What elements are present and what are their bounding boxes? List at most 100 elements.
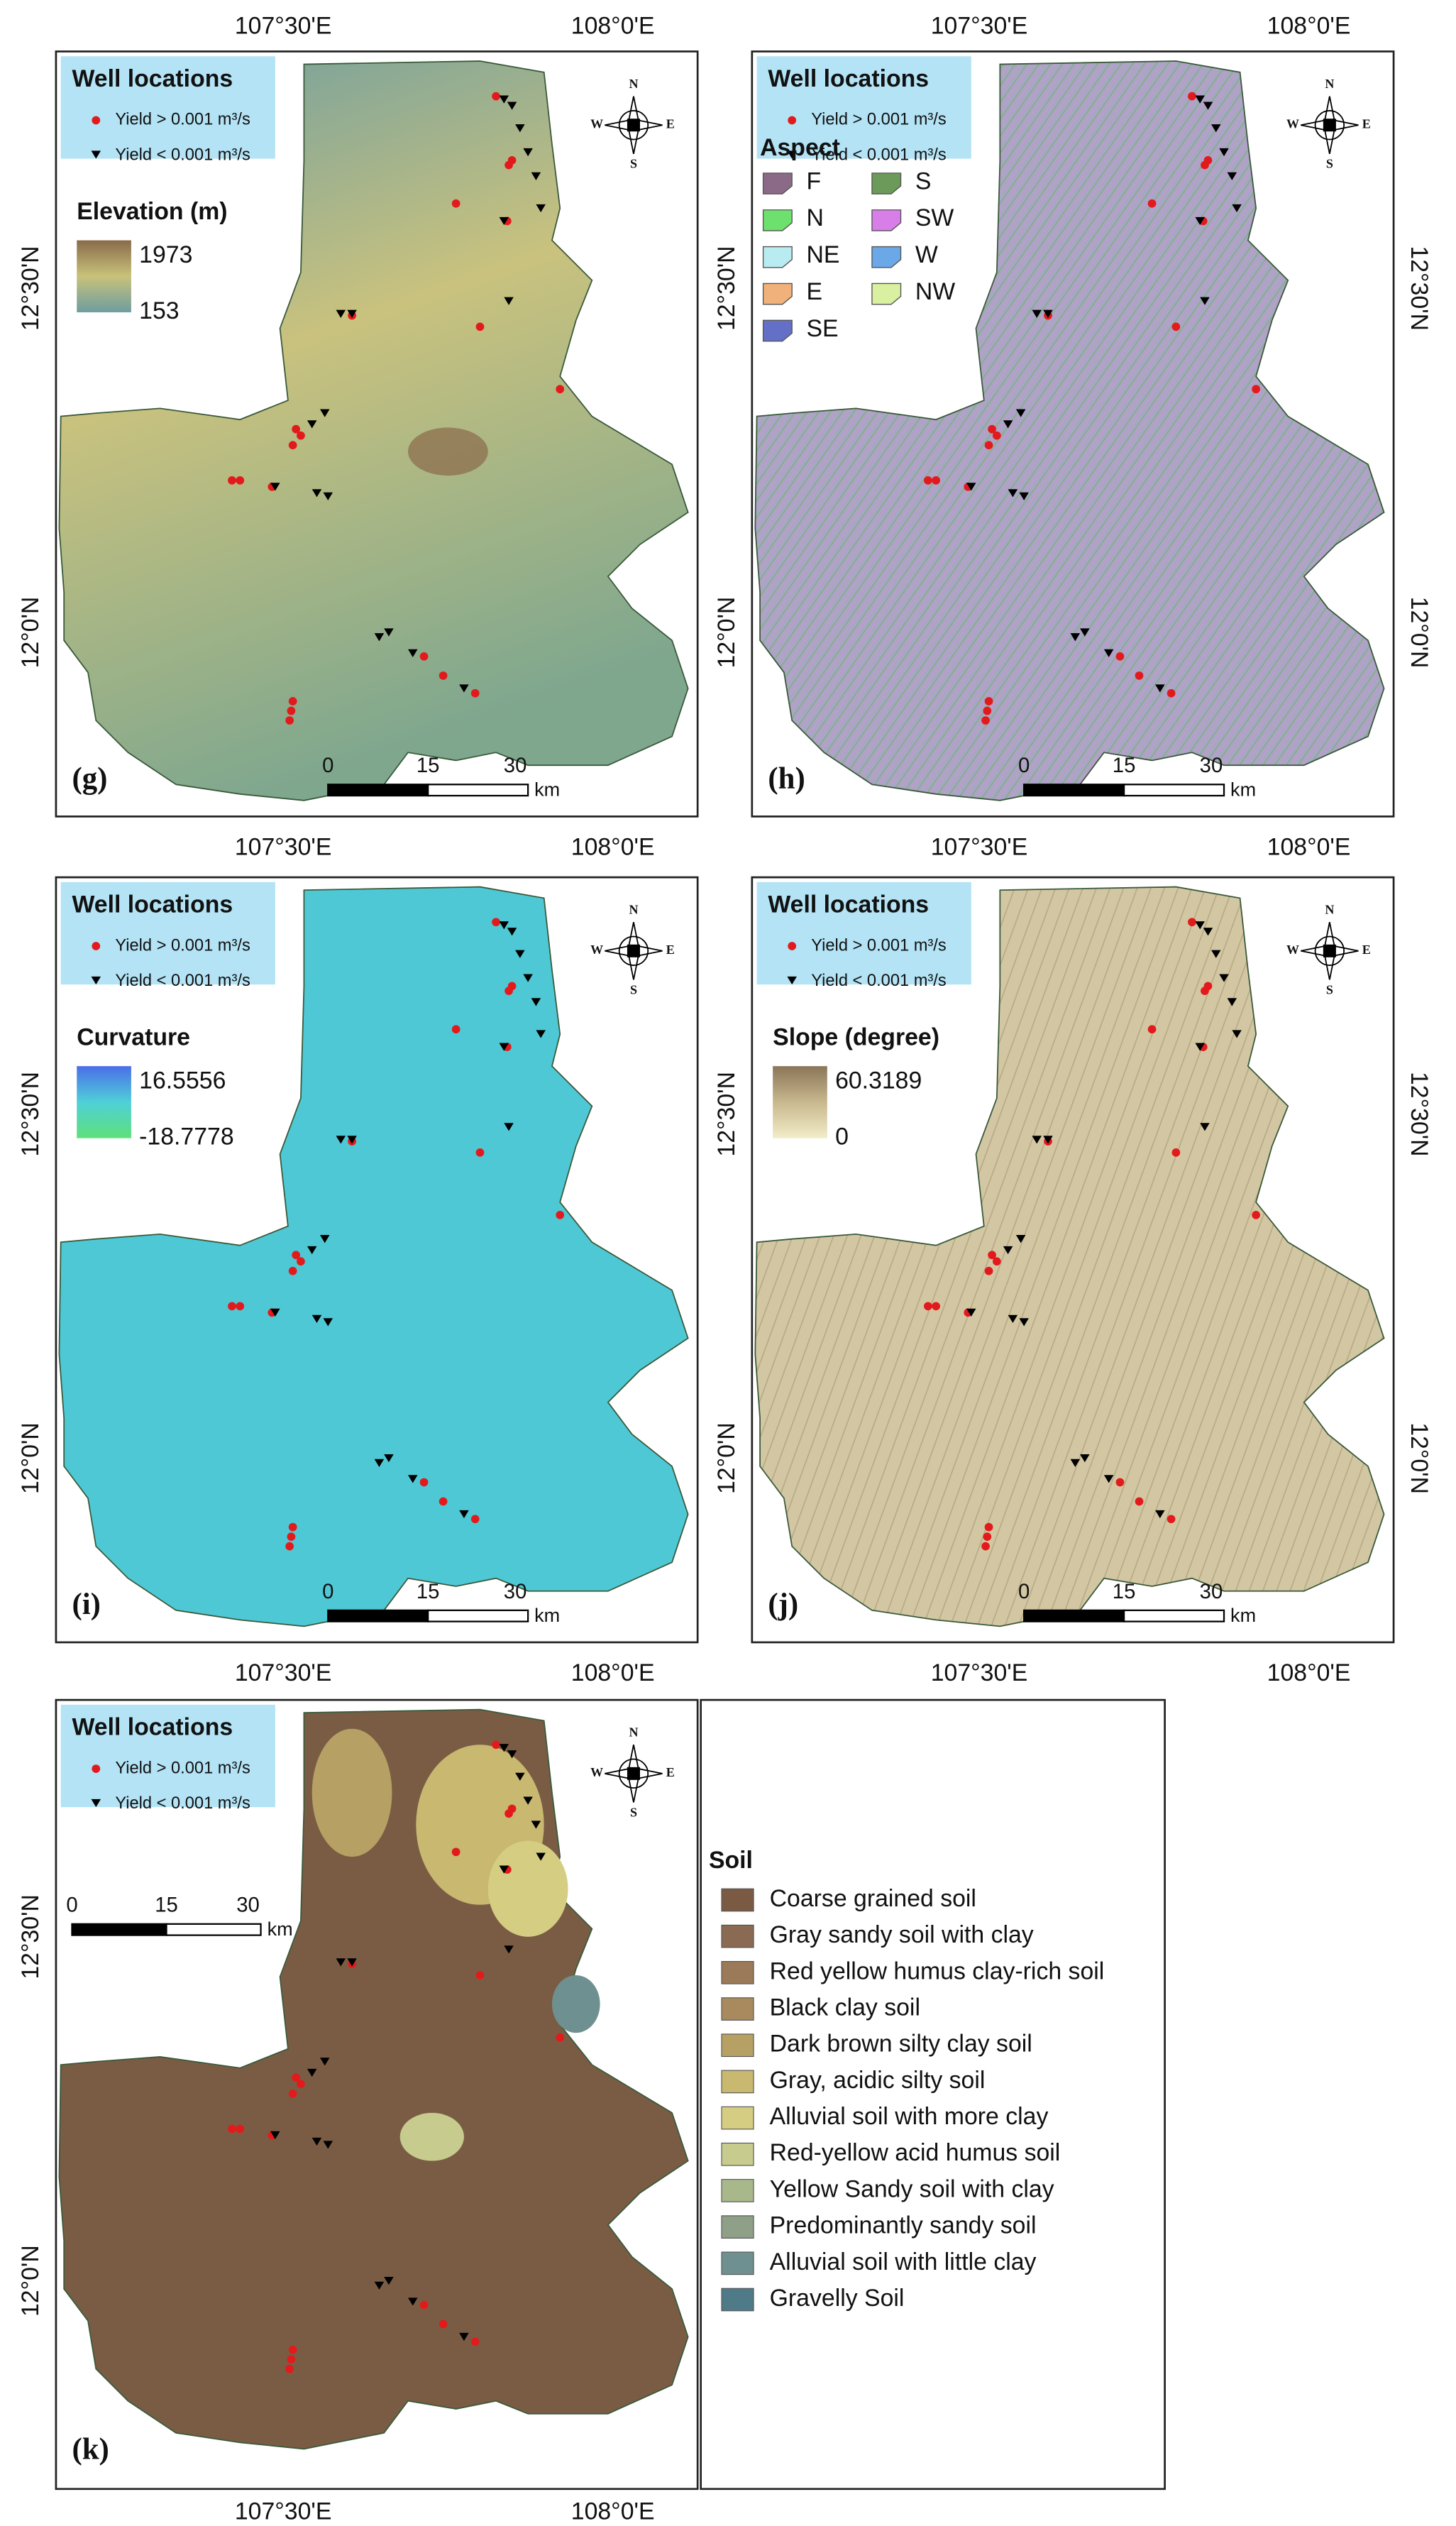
well-high-yield — [507, 982, 517, 991]
well-legend-title: Well locations — [72, 1714, 233, 1741]
compass-label: W — [590, 116, 603, 131]
well-low-yield — [1019, 492, 1029, 501]
legend-title: Aspect — [760, 134, 840, 161]
well-low-yield — [1195, 921, 1205, 930]
well-high-yield — [419, 1478, 429, 1487]
well-legend-title: Well locations — [768, 891, 929, 918]
well-high-yield — [988, 424, 996, 434]
scale-bar-white — [427, 784, 529, 797]
legend-swatch — [871, 246, 902, 268]
legend-title: Soil — [709, 1847, 753, 1874]
well-low-yield — [499, 1865, 509, 1874]
well-high-yield — [439, 1497, 448, 1506]
well-legend-box — [60, 56, 275, 159]
longitude-label: 108°0'E — [571, 1659, 655, 1686]
compass-label: N — [629, 77, 638, 91]
highland — [408, 427, 488, 476]
well-high-yield — [1171, 322, 1181, 331]
compass-label: S — [1326, 982, 1333, 996]
well-low-yield — [966, 1308, 976, 1317]
well-low-yield — [1232, 1030, 1242, 1038]
latitude-label: 12°30'N — [17, 1894, 44, 1979]
well-high-yield — [287, 706, 296, 715]
compass-ring — [618, 935, 649, 966]
well-high-yield — [984, 1266, 993, 1275]
compass: N S W E — [1286, 77, 1371, 171]
legend-label: Yield < 0.001 m³/s — [115, 145, 250, 164]
well-high-yield — [470, 688, 480, 698]
well-high-yield — [1167, 1515, 1176, 1524]
well-low-yield — [311, 2137, 322, 2146]
longitude-label: 108°0'E — [571, 2498, 655, 2525]
well-low-yield — [1080, 628, 1090, 637]
legend-swatch — [871, 172, 902, 194]
compass-label: N — [1325, 903, 1334, 917]
well-low-yield — [1227, 998, 1237, 1006]
compass-label: E — [1362, 943, 1371, 957]
legend-title: Slope (degree) — [773, 1024, 939, 1051]
well-high-yield — [1252, 385, 1260, 394]
well-low-yield — [459, 2332, 469, 2341]
well-low-yield — [1103, 1475, 1114, 1483]
compass-ring — [618, 110, 649, 141]
legend-label: NW — [915, 278, 955, 305]
scale-unit: km — [268, 1918, 293, 1940]
well-high-yield — [297, 2080, 305, 2089]
well-high-yield — [984, 1522, 993, 1532]
legend-label: NE — [806, 241, 839, 268]
legend-swatch — [762, 246, 793, 268]
ramp-max: 1973 — [139, 241, 192, 268]
well-low-yield — [319, 2058, 330, 2066]
well-low-yield — [507, 101, 517, 110]
well-low-yield — [319, 1235, 330, 1243]
well-high-yield — [419, 652, 429, 661]
ramp-min: -18.7778 — [139, 1124, 233, 1151]
well-low-yield — [1070, 633, 1081, 642]
scale-unit: km — [534, 1605, 560, 1626]
well-high-yield — [451, 1847, 460, 1857]
well-low-yield — [307, 2068, 317, 2077]
longitude-label: 107°30'E — [235, 1659, 332, 1686]
well-low-yield — [336, 309, 346, 318]
scale-label: 30 — [504, 754, 527, 777]
well-high-yield — [287, 2355, 296, 2364]
well-high-yield — [288, 441, 297, 450]
legend-label: Yield > 0.001 m³/s — [811, 936, 946, 955]
well-high-yield — [475, 1971, 485, 1979]
compass-label: S — [630, 1805, 637, 1819]
well-high-yield — [932, 476, 941, 485]
well-low-yield — [499, 95, 509, 104]
compass-core — [627, 1767, 640, 1780]
well-low-yield — [1200, 1123, 1210, 1131]
panel-letter: (h) — [768, 762, 805, 796]
scale-label: 15 — [1113, 754, 1136, 777]
well-low-yield — [499, 216, 509, 226]
scale-unit: km — [1230, 779, 1256, 800]
well-high-yield — [288, 1522, 297, 1532]
study-area — [754, 886, 1385, 1627]
legend-swatch — [721, 2251, 754, 2275]
ramp-max: 16.5556 — [139, 1067, 226, 1094]
legend-label: Red-yellow acid humus soil — [770, 2139, 1061, 2166]
compass-label: E — [666, 943, 675, 957]
well-high-yield — [228, 1302, 236, 1311]
well-low-yield — [1015, 409, 1026, 417]
well-high-yield — [419, 2300, 429, 2310]
map-panel: Well locations Yield > 0.001 m³/s Yield < … — [713, 876, 1433, 1686]
scale-label: 15 — [1113, 1580, 1136, 1603]
legend-swatch — [721, 2106, 754, 2130]
legend-label: Gray sandy soil with clay — [770, 1921, 1034, 1948]
latitude-label: 12°30'N — [17, 1072, 44, 1157]
well-low-yield — [323, 1318, 333, 1327]
legend-dot — [92, 1764, 101, 1773]
legend-label: W — [915, 241, 938, 268]
well-high-yield — [984, 441, 993, 450]
well-high-yield — [470, 1515, 480, 1524]
soil-patch — [551, 1975, 600, 2033]
compass-core — [1323, 944, 1336, 957]
well-low-yield — [459, 1510, 469, 1519]
scale-label: 0 — [322, 1580, 333, 1603]
scale-label: 0 — [1018, 1580, 1030, 1603]
longitude-label: 108°0'E — [1267, 13, 1351, 40]
scale-unit: km — [1230, 1605, 1256, 1626]
